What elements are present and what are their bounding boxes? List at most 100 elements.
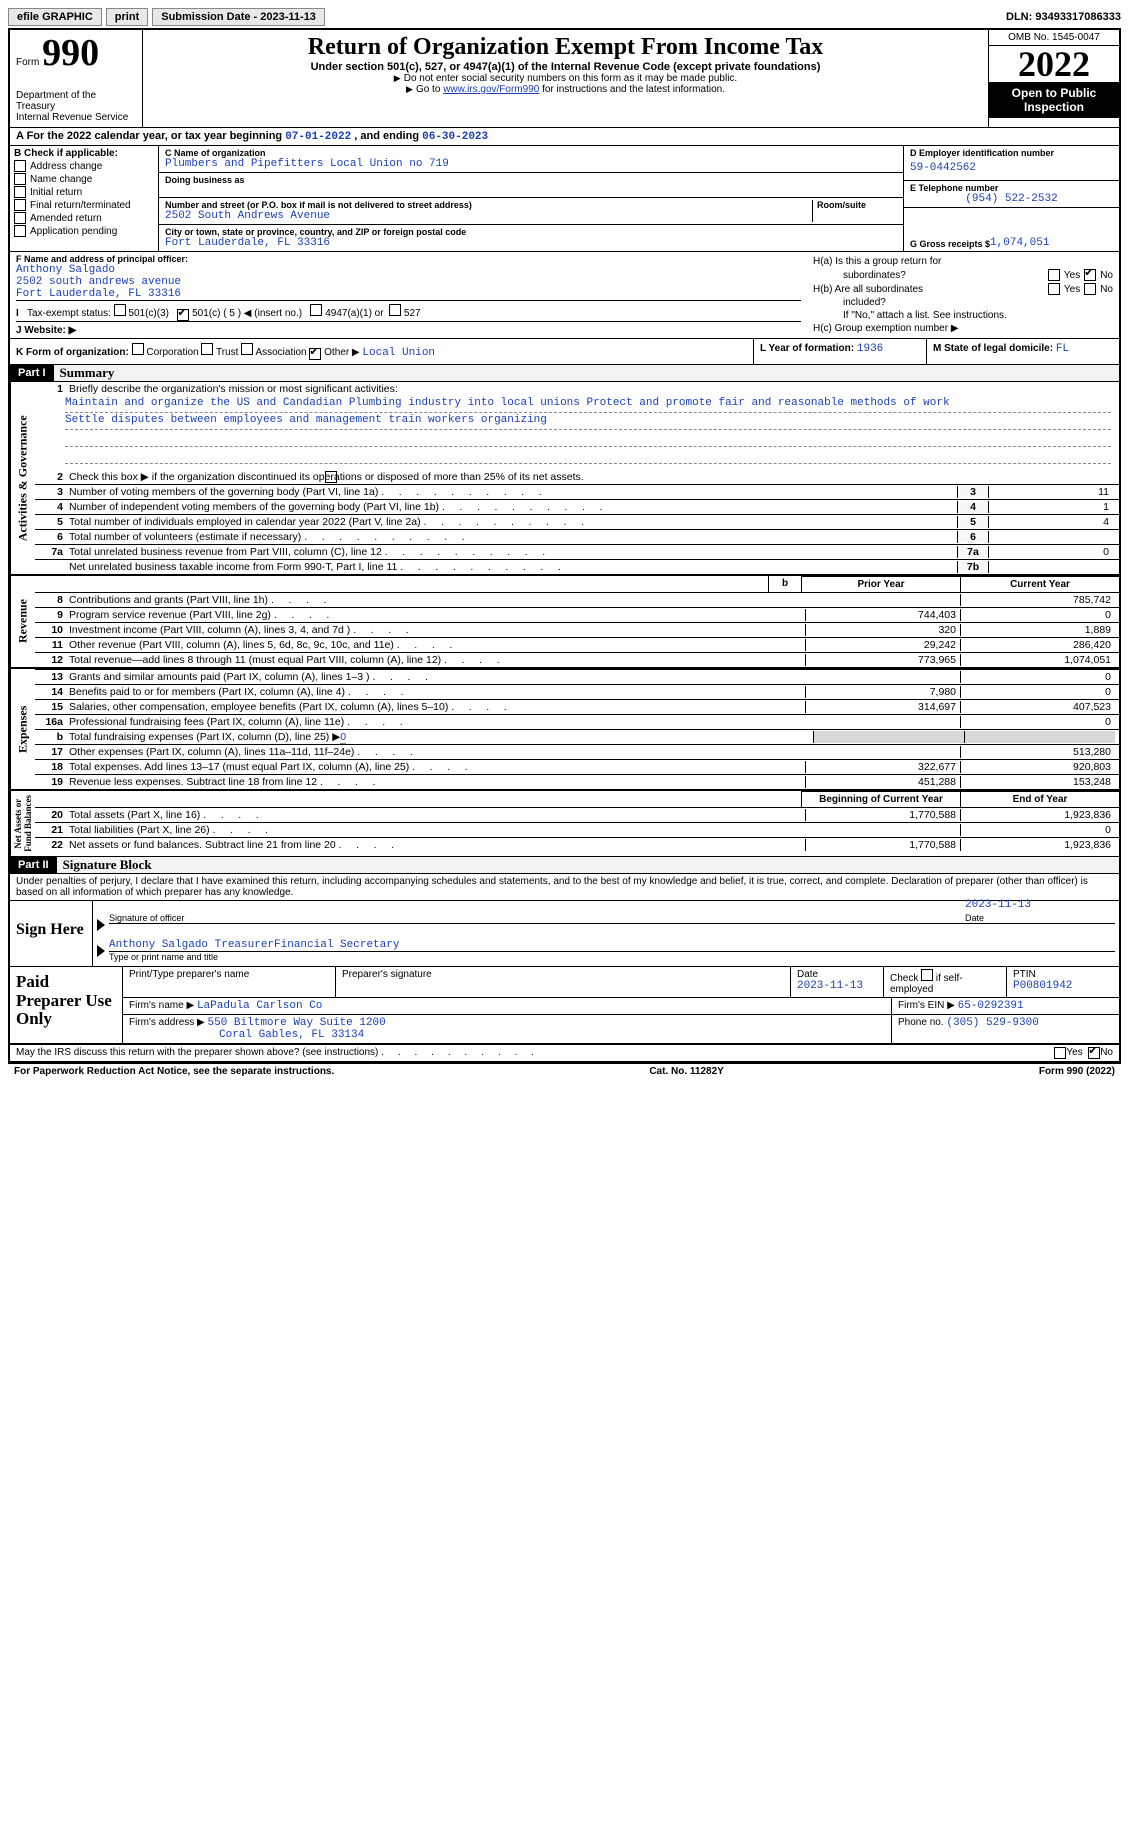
summary-line: 13Grants and similar amounts paid (Part … — [35, 669, 1119, 684]
chk-self-employed[interactable] — [921, 969, 933, 981]
domicile-label: M State of legal domicile: — [933, 343, 1053, 354]
form-word: Form — [16, 57, 39, 68]
mission-line4 — [65, 447, 1111, 464]
row-k: K Form of organization: Corporation Trus… — [10, 339, 1119, 365]
summary-line: bTotal fundraising expenses (Part IX, co… — [35, 729, 1119, 744]
officer-label: F Name and address of principal officer: — [16, 254, 801, 264]
chk-trust[interactable] — [201, 343, 213, 355]
summary-line: 15Salaries, other compensation, employee… — [35, 699, 1119, 714]
summary-line: 10Investment income (Part VIII, column (… — [35, 622, 1119, 637]
chk-irs-yes[interactable] — [1054, 1047, 1066, 1059]
tax-year: 2022 — [989, 46, 1119, 82]
tax-exempt-label: I — [16, 308, 19, 319]
chk-ha-yes[interactable] — [1048, 269, 1060, 281]
chk-app-pending[interactable] — [14, 225, 26, 237]
chk-ha-no[interactable] — [1084, 269, 1096, 281]
sign-here-label: Sign Here — [10, 901, 93, 966]
form-header: Form 990 Department of the Treasury Inte… — [10, 30, 1119, 128]
subtitle-3-post: for instructions and the latest informat… — [539, 84, 725, 95]
part2-header: Part II Signature Block — [10, 857, 1119, 874]
summary-line: 8Contributions and grants (Part VIII, li… — [35, 592, 1119, 607]
expenses-section: Expenses 13Grants and similar amounts pa… — [10, 669, 1119, 791]
vtab-revenue: Revenue — [10, 576, 35, 667]
firm-phone-value: (305) 529-9300 — [946, 1017, 1038, 1029]
mission-line3 — [65, 430, 1111, 447]
tax-year-end: 06-30-2023 — [422, 131, 488, 143]
ha-line2: subordinates? — [843, 270, 906, 281]
summary-line: 6Total number of volunteers (estimate if… — [35, 529, 1119, 544]
col-b-label: B Check if applicable: — [14, 148, 154, 159]
efile-graphic-button[interactable]: efile GRAPHIC — [8, 8, 102, 26]
room-label: Room/suite — [817, 200, 897, 210]
chk-line2[interactable] — [325, 471, 337, 483]
officer-name-label: Type or print name and title — [109, 952, 1115, 962]
summary-line: 4Number of independent voting members of… — [35, 499, 1119, 514]
sign-here-section: Sign Here Signature of officer 2023-11-1… — [10, 901, 1119, 967]
hc-label: H(c) Group exemption number ▶ — [813, 323, 959, 334]
chk-amended[interactable] — [14, 212, 26, 224]
chk-501c3[interactable] — [114, 304, 126, 316]
section-fh: F Name and address of principal officer:… — [10, 252, 1119, 339]
website-label: J Website: ▶ — [16, 325, 76, 336]
arrow-icon — [97, 945, 105, 957]
ha-line1: H(a) Is this a group return for — [813, 256, 941, 267]
irs-link[interactable]: www.irs.gov/Form990 — [443, 84, 539, 95]
chk-501c[interactable] — [177, 309, 189, 321]
chk-corp[interactable] — [132, 343, 144, 355]
opt-corp: Corporation — [146, 347, 198, 358]
officer-name: Anthony Salgado — [16, 264, 801, 276]
city-label: City or town, state or province, country… — [165, 227, 897, 237]
opt-501c: 501(c) ( 5 ) ◀ (insert no.) — [192, 308, 302, 319]
phone-label: E Telephone number — [910, 183, 1113, 193]
row-a: A For the 2022 calendar year, or tax yea… — [10, 128, 1119, 146]
chk-address-change[interactable] — [14, 160, 26, 172]
firm-addr-label: Firm's address ▶ — [129, 1017, 205, 1028]
chk-final-return[interactable] — [14, 199, 26, 211]
part2-title: Signature Block — [57, 857, 152, 873]
opt-other: Other ▶ — [324, 347, 359, 358]
may-irs-text: May the IRS discuss this return with the… — [16, 1047, 534, 1059]
ptin-label: PTIN — [1013, 969, 1036, 980]
chk-irs-no[interactable] — [1088, 1047, 1100, 1059]
activities-governance-section: Activities & Governance 1Briefly describ… — [10, 382, 1119, 576]
opt-trust: Trust — [216, 347, 238, 358]
chk-527[interactable] — [389, 304, 401, 316]
irs-label: Internal Revenue Service — [16, 112, 136, 123]
chk-4947[interactable] — [310, 304, 322, 316]
print-button[interactable]: print — [106, 8, 148, 26]
vtab-activities: Activities & Governance — [10, 382, 35, 574]
section-bcde: B Check if applicable: Address change Na… — [10, 146, 1119, 252]
dln-label: DLN: 93493317086333 — [1006, 11, 1121, 23]
dba-label: Doing business as — [165, 175, 897, 185]
domicile-value: FL — [1056, 343, 1069, 355]
summary-line: 19Revenue less expenses. Subtract line 1… — [35, 774, 1119, 789]
line1-label: Briefly describe the organization's miss… — [69, 383, 1115, 395]
chk-name-change[interactable] — [14, 173, 26, 185]
chk-assoc[interactable] — [241, 343, 253, 355]
sig-date-value: 2023-11-13 — [965, 899, 1031, 911]
year-formation-label: L Year of formation: — [760, 343, 854, 354]
summary-line: 16aProfessional fundraising fees (Part I… — [35, 714, 1119, 729]
other-value: Local Union — [362, 347, 435, 359]
footer: For Paperwork Reduction Act Notice, see … — [8, 1064, 1121, 1079]
chk-initial-return[interactable] — [14, 186, 26, 198]
firm-name-value: LaPadula Carlson Co — [197, 1000, 322, 1012]
chk-hb-no[interactable] — [1084, 283, 1096, 295]
lbl-ha-no: No — [1100, 270, 1113, 281]
form-container: Form 990 Department of the Treasury Inte… — [8, 28, 1121, 1064]
chk-hb-yes[interactable] — [1048, 283, 1060, 295]
col-b-checkboxes: B Check if applicable: Address change Na… — [10, 146, 159, 251]
chk-other[interactable] — [309, 348, 321, 360]
hb-note: If "No," attach a list. See instructions… — [843, 310, 1007, 321]
form-title: Return of Organization Exempt From Incom… — [151, 34, 980, 61]
firm-name-label: Firm's name ▶ — [129, 1000, 194, 1011]
summary-line: 9Program service revenue (Part VIII, lin… — [35, 607, 1119, 622]
preparer-date-value: 2023-11-13 — [797, 980, 863, 992]
mission-line1: Maintain and organize the US and Candadi… — [65, 396, 1111, 413]
street-address: 2502 South Andrews Avenue — [165, 210, 812, 222]
tax-year-begin: 07-01-2022 — [285, 131, 351, 143]
col-h: H(a) Is this a group return for subordin… — [807, 252, 1119, 338]
lbl-app-pending: Application pending — [30, 226, 117, 237]
opt-527: 527 — [404, 308, 421, 319]
lbl-initial-return: Initial return — [30, 187, 82, 198]
